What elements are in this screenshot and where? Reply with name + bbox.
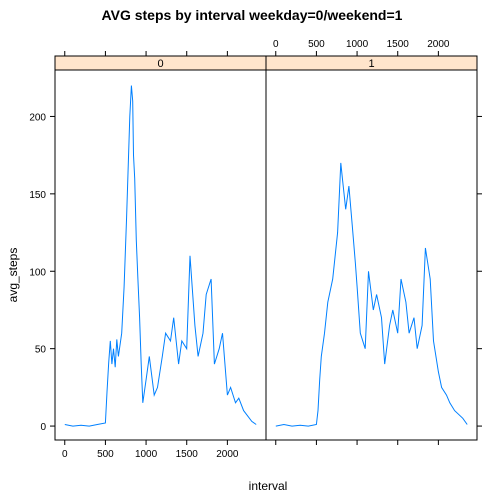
y-tick-label-2: 100 (29, 267, 46, 278)
y-tick-label-4: 200 (29, 112, 46, 123)
x-axis-label: interval (249, 479, 288, 493)
panel-0: 0 0 500 1000 1500 2000 (54, 51, 267, 460)
series-line-1-0 (275, 162, 468, 427)
series-line-0-0 (64, 85, 257, 427)
panel-frame-0 (54, 69, 267, 441)
x-tick-label-bottom-1: 500 (97, 449, 114, 460)
x-tick-label-top-3: 1500 (387, 39, 410, 50)
x-tick-label-bottom-0: 0 (62, 449, 68, 460)
x-tick-label-top-2: 1000 (346, 39, 369, 50)
x-tick-label-bottom-2: 1000 (135, 449, 158, 460)
strip-label-1: 1 (368, 58, 374, 70)
panel-frame-1 (265, 69, 478, 441)
x-tick-label-bottom-4: 2000 (216, 449, 239, 460)
x-tick-label-top-4: 2000 (427, 39, 450, 50)
x-tick-label-bottom-3: 1500 (176, 449, 199, 460)
y-axis-label: avg_steps (6, 248, 20, 303)
y-tick-label-1: 50 (35, 345, 47, 356)
chart-title: AVG steps by interval weekday=0/weekend=… (102, 7, 403, 23)
x-tick-label-top-1: 500 (308, 39, 325, 50)
x-tick-label-top-0: 0 (273, 39, 279, 50)
strip-label-0: 0 (157, 58, 163, 70)
panel-1: 1 0 500 1000 1500 2000 (265, 39, 478, 445)
y-tick-label-0: 0 (40, 422, 46, 433)
y-tick-label-3: 150 (29, 190, 46, 201)
panels-group: 0 0 500 1000 1500 2000 1 0 500 1000 1500 2000 0 50 100… (29, 39, 482, 460)
